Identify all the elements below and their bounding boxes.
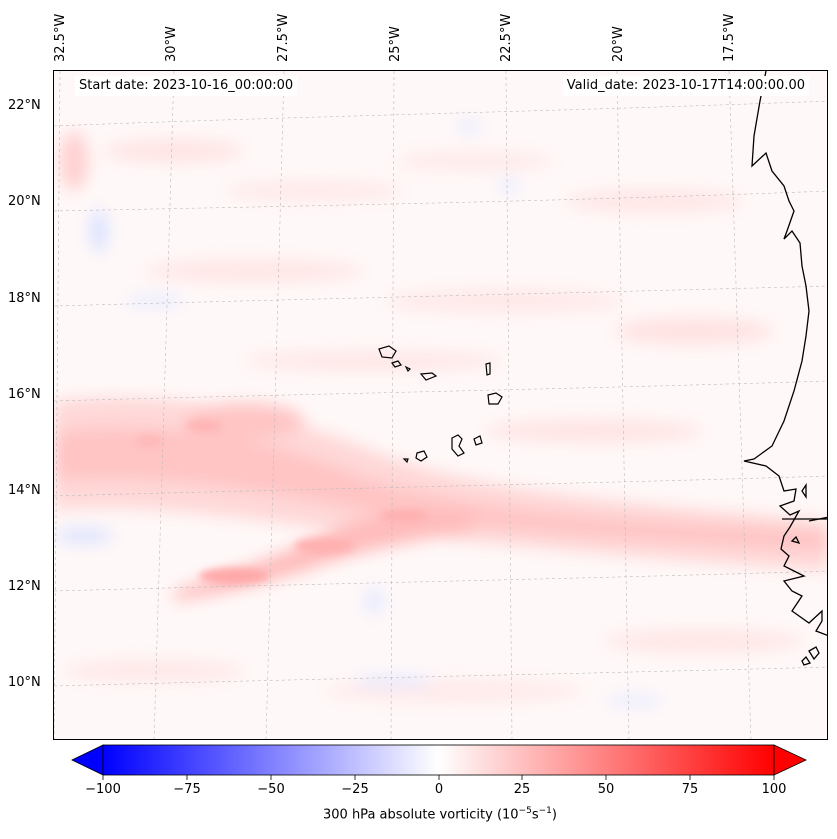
lat-label: 16°N — [8, 387, 41, 402]
lon-label: 25°W — [388, 26, 403, 62]
colorbar-tick-label: 0 — [434, 782, 444, 797]
lon-label: 32.5°W — [53, 13, 68, 62]
west-africa-coastline — [743, 71, 827, 666]
start-date-label: Start date: 2023-10-16_00:00:00 — [75, 76, 298, 96]
lat-label: 22°N — [8, 98, 41, 113]
lat-label: 20°N — [8, 194, 41, 209]
colorbar-ticks — [102, 775, 775, 780]
cape-verde-islands — [378, 345, 503, 464]
vorticity-map — [54, 71, 827, 739]
colorbar-gradient — [102, 744, 775, 776]
lat-label: 14°N — [8, 483, 41, 498]
colorbar-tick-label: 100 — [761, 782, 787, 797]
lat-label: 10°N — [8, 675, 41, 690]
map-panel[interactable] — [53, 70, 828, 740]
colorbar-min-arrow — [71, 744, 104, 776]
valid-date-label: Valid_date: 2023-10-17T14:00:00.00 — [562, 76, 809, 96]
colorbar-tick-label: −100 — [85, 782, 121, 797]
colorbar-tick-label: 25 — [513, 782, 531, 797]
vorticity-speckle — [54, 120, 804, 707]
colorbar-tick-label: −25 — [341, 782, 369, 797]
lat-label: 12°N — [8, 579, 41, 594]
lon-label: 30°W — [164, 26, 179, 62]
colorbar-tick-label: 50 — [597, 782, 615, 797]
vorticity-cores — [135, 420, 429, 584]
colorbar-label: 300 hPa absolute vorticity (10−5s−1) — [323, 806, 557, 823]
lon-label: 27.5°W — [276, 13, 291, 62]
colorbar-tick-label: −50 — [257, 782, 285, 797]
colorbar-max-arrow — [773, 744, 807, 776]
colorbar-tick-label: 75 — [681, 782, 699, 797]
lon-label: 20°W — [611, 26, 626, 62]
colorbar — [71, 744, 807, 780]
graticule — [54, 71, 827, 739]
lon-label: 17.5°W — [722, 13, 737, 62]
lat-label: 18°N — [8, 291, 41, 306]
colorbar-tick-label: −75 — [173, 782, 201, 797]
lon-label: 22.5°W — [499, 13, 514, 62]
